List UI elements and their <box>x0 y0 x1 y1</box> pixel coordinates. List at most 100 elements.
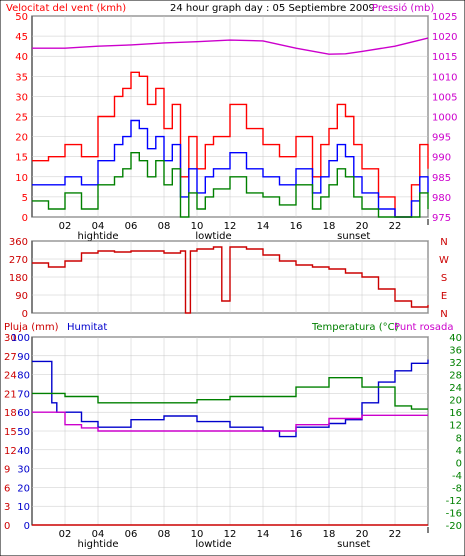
temperature-y-tick-label: 4 <box>456 446 462 457</box>
rain-y-tick-label: 27 <box>4 352 17 363</box>
rain-y-tick-label: 12 <box>4 446 17 457</box>
pressure-y-tick-label: 1015 <box>432 52 457 63</box>
direction-letter: S <box>441 273 447 284</box>
humidity-y-tick-label: 40 <box>17 446 30 457</box>
x-tick-label: 16 <box>290 221 303 232</box>
x-tick-label: 14 <box>257 221 270 232</box>
rain-y-tick-label: 0 <box>4 521 10 532</box>
temperature-y-tick-label: 32 <box>449 358 462 369</box>
humidity-label: Humitat <box>67 322 107 333</box>
wind-y-tick-label: 25 <box>15 113 28 124</box>
rain-label: Pluja (mm) <box>4 322 59 333</box>
humidity-y-tick-label: 10 <box>17 502 30 513</box>
x-tick-label: 10 <box>191 221 204 232</box>
direction-y-tick-label: 270 <box>9 255 28 266</box>
wind-speed-label: Velocitat del vent (kmh) <box>6 3 126 14</box>
direction-y-tick-label: 90 <box>15 291 28 302</box>
direction-y-tick-label: 180 <box>9 273 28 284</box>
dewpoint-series <box>32 411 428 432</box>
marker-sunset: sunset <box>337 231 370 242</box>
x-tick-label: 22 <box>389 529 402 540</box>
temperature-label: Temperatura (°C) <box>311 322 399 333</box>
humidity-y-tick-label: 100 <box>11 333 30 344</box>
wind-y-tick-label: 15 <box>15 153 28 164</box>
pressure-series <box>32 37 429 55</box>
temperature-y-tick-label: 8 <box>456 433 462 444</box>
humidity-y-tick-label: 30 <box>17 465 30 476</box>
pressure-label: Pressió (mb) <box>372 2 434 14</box>
wind-y-tick-label: 0 <box>22 213 28 224</box>
temperature-y-tick-label: -20 <box>446 521 462 532</box>
x-tick-label: 22 <box>389 221 402 232</box>
marker-lowtide: lowtide <box>195 231 231 242</box>
humidity-y-tick-label: 20 <box>17 483 30 494</box>
pressure-y-tick-label: 995 <box>432 133 451 144</box>
temperature-y-tick-label: 0 <box>456 458 462 469</box>
x-tick-label: 18 <box>323 221 336 232</box>
humidity-y-tick-label: 60 <box>17 408 30 419</box>
temperature-y-tick-label: 16 <box>449 408 462 419</box>
direction-letter: N <box>440 237 447 248</box>
direction-series <box>32 246 429 314</box>
x-tick-label: 12 <box>224 221 237 232</box>
pressure-y-tick-label: 1025 <box>432 12 457 23</box>
pressure-y-tick-label: 975 <box>432 213 451 224</box>
x-tick-label: 06 <box>125 221 138 232</box>
pressure-y-tick-label: 980 <box>432 193 451 204</box>
wind-y-tick-label: 45 <box>15 32 28 43</box>
chart-title: 24 hour graph day : 05 Septiembre 2009 <box>170 3 375 14</box>
humidity-y-tick-label: 80 <box>17 371 30 382</box>
wind-y-tick-label: 5 <box>22 193 28 204</box>
x-tick-label: 04 <box>92 529 105 540</box>
temperature-y-tick-label: 40 <box>449 333 462 344</box>
temperature-y-tick-label: 24 <box>449 383 462 394</box>
x-tick-label: 14 <box>257 529 270 540</box>
temperature-y-tick-label: 12 <box>449 421 462 432</box>
temperature-y-tick-label: 20 <box>449 396 462 407</box>
pressure-y-tick-label: 990 <box>432 153 451 164</box>
temperature-y-tick-label: 36 <box>449 346 462 357</box>
pressure-y-tick-label: 1020 <box>432 32 457 43</box>
x-tick-label: 04 <box>92 221 105 232</box>
x-tick-label: 06 <box>125 529 138 540</box>
rain-y-tick-label: 15 <box>4 427 17 438</box>
wind-y-tick-label: 35 <box>15 72 28 83</box>
pressure-y-tick-label: 985 <box>432 173 451 184</box>
marker-sunset: sunset <box>337 539 370 550</box>
x-tick-label: 12 <box>224 529 237 540</box>
rain-y-tick-label: 18 <box>4 408 17 419</box>
pressure-y-tick-label: 1000 <box>432 113 457 124</box>
temperature-y-tick-label: 28 <box>449 371 462 382</box>
humidity-y-tick-label: 50 <box>17 427 30 438</box>
wind_avg-series <box>32 119 429 218</box>
x-tick-label: 20 <box>356 221 369 232</box>
wind_low-series <box>32 152 429 218</box>
rain-y-tick-label: 6 <box>4 483 10 494</box>
wind-y-tick-label: 50 <box>15 12 28 23</box>
dewpoint-label: Punt rosada <box>394 322 453 333</box>
marker-lowtide: lowtide <box>195 539 231 550</box>
humidity-y-tick-label: 70 <box>17 389 30 400</box>
direction-y-tick-label: 0 <box>22 309 28 320</box>
pressure-y-tick-label: 1005 <box>432 92 457 103</box>
temperature-y-tick-label: -16 <box>446 508 462 519</box>
x-tick-label: 10 <box>191 529 204 540</box>
direction-letter: E <box>441 291 447 302</box>
rain-y-tick-label: 21 <box>4 389 17 400</box>
gust-series <box>32 71 429 218</box>
marker-hightide: hightide <box>77 539 118 550</box>
x-tick-label: 18 <box>323 529 336 540</box>
x-tick-label: 08 <box>158 221 171 232</box>
humidity-y-tick-label: 90 <box>17 352 30 363</box>
temperature-y-tick-label: -4 <box>452 471 462 482</box>
wind-y-tick-label: 30 <box>15 92 28 103</box>
x-tick-label: 02 <box>59 221 72 232</box>
temperature-series <box>32 377 428 410</box>
wind-y-tick-label: 40 <box>15 52 28 63</box>
direction-letter: N <box>440 309 447 320</box>
marker-hightide: hightide <box>77 231 118 242</box>
x-tick-label: 20 <box>356 529 369 540</box>
direction-y-tick-label: 360 <box>9 237 28 248</box>
x-tick-label: 16 <box>290 529 303 540</box>
